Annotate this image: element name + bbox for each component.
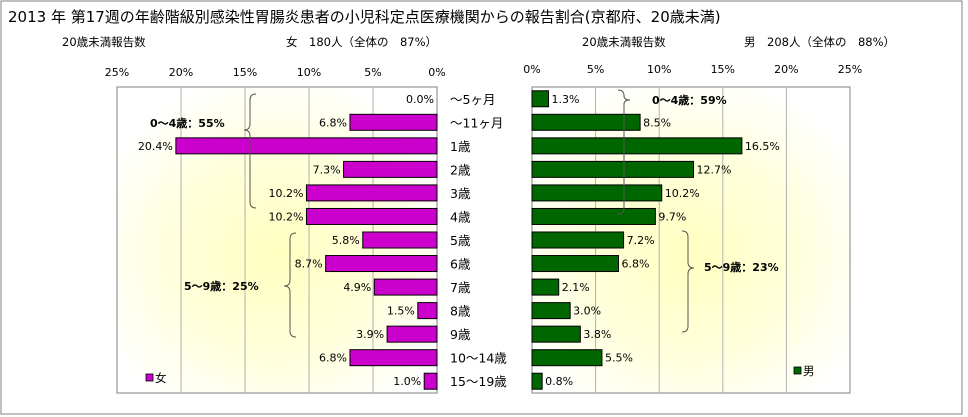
male-bar — [531, 90, 550, 108]
female-bar — [343, 160, 438, 178]
chart-title: 2013 年 第17週の年齢階級別感染性胃腸炎患者の小児科定点医療機関からの報告… — [8, 8, 721, 26]
female-bar — [305, 184, 438, 202]
male-data-label: 3.0% — [573, 305, 601, 318]
male-data-label: 10.2% — [665, 187, 700, 200]
male-tick-label: 15% — [711, 63, 735, 76]
age-group-label: ～11ヶ月 — [450, 115, 503, 130]
female-data-label: 1.5% — [387, 305, 415, 318]
female-tick-label: 0% — [428, 66, 445, 79]
female-header-label: 20歳未満報告数 — [62, 35, 146, 49]
male-bar — [531, 349, 603, 367]
age-group-label: 1歳 — [450, 139, 471, 154]
female-data-label: 6.8% — [319, 352, 347, 365]
male-bar — [531, 231, 625, 249]
female-data-label: 8.7% — [295, 258, 323, 271]
male-tick-label: 0% — [523, 63, 540, 76]
age-group-label: 2歳 — [450, 162, 471, 177]
male-bar — [531, 137, 743, 155]
age-group-label: ～5ヶ月 — [450, 92, 495, 107]
age-group-label: 10～14歳 — [450, 351, 507, 366]
female-data-label: 20.4% — [138, 140, 173, 153]
female-bracket-5-9 — [283, 232, 297, 338]
age-group-label: 9歳 — [450, 327, 471, 342]
male-bar — [531, 302, 571, 320]
male-bar — [531, 184, 663, 202]
female-tick-label: 20% — [169, 66, 193, 79]
female-bracket-0-4 — [243, 93, 257, 209]
male-data-label: 12.7% — [697, 163, 732, 176]
female-data-label: 5.8% — [332, 234, 360, 247]
male-tick-label: 5% — [587, 63, 604, 76]
male-legend-swatch — [793, 366, 802, 375]
female-data-label: 3.9% — [356, 328, 384, 341]
female-bar — [423, 372, 438, 390]
male-legend-label: 男 — [803, 364, 815, 378]
age-group-label: 3歳 — [450, 186, 471, 201]
male-data-label: 16.5% — [745, 140, 780, 153]
female-bar — [417, 302, 438, 320]
male-bracket-5-9-label: 5～9歳：23% — [704, 260, 779, 274]
male-data-label: 9.7% — [658, 210, 686, 223]
female-data-label: 0.0% — [406, 93, 434, 106]
female-legend-label: 女 — [155, 371, 167, 385]
female-bracket-0-4-label: 0～4歳：55% — [150, 116, 225, 130]
female-data-label: 10.2% — [268, 187, 303, 200]
female-tick-label: 10% — [297, 66, 321, 79]
male-data-label: 8.5% — [643, 116, 671, 129]
male-header-count: 男 208人（全体の 88%） — [744, 35, 895, 49]
female-tick-label: 5% — [364, 66, 381, 79]
male-bar — [531, 113, 641, 131]
female-bar — [349, 349, 438, 367]
age-group-label: 7歳 — [450, 280, 471, 295]
male-bar — [531, 255, 619, 273]
male-bar — [531, 207, 656, 225]
male-data-label: 2.1% — [562, 281, 590, 294]
female-bar — [325, 255, 438, 273]
male-data-label: 0.8% — [545, 375, 573, 388]
female-bar — [305, 207, 438, 225]
male-bar — [531, 325, 581, 343]
male-tick-label: 10% — [647, 63, 671, 76]
male-bar — [531, 278, 560, 296]
female-tick-label: 15% — [233, 66, 257, 79]
male-data-label: 6.8% — [621, 258, 649, 271]
female-legend-swatch — [145, 373, 154, 382]
female-bar — [386, 325, 438, 343]
male-bracket-0-4-label: 0～4歳：59% — [652, 93, 727, 107]
male-header-label: 20歳未満報告数 — [582, 35, 666, 49]
male-tick-label: 20% — [774, 63, 798, 76]
male-data-label: 3.8% — [583, 328, 611, 341]
male-data-label: 5.5% — [605, 352, 633, 365]
female-bar — [373, 278, 438, 296]
male-bracket-0-4 — [617, 89, 631, 215]
male-bar — [531, 372, 543, 390]
age-group-label: 8歳 — [450, 304, 471, 319]
female-data-label: 6.8% — [319, 116, 347, 129]
female-data-label: 4.9% — [343, 281, 371, 294]
female-bar — [175, 137, 438, 155]
female-tick-label: 25% — [105, 66, 129, 79]
age-group-label: 4歳 — [450, 209, 471, 224]
female-data-label: 10.2% — [268, 210, 303, 223]
female-data-label: 1.0% — [393, 375, 421, 388]
male-bar — [531, 160, 695, 178]
age-group-label: 5歳 — [450, 233, 471, 248]
age-group-label: 15～19歳 — [450, 374, 507, 389]
age-group-label: 6歳 — [450, 257, 471, 272]
female-data-label: 7.3% — [313, 163, 341, 176]
male-data-label: 1.3% — [552, 93, 580, 106]
female-bar — [349, 113, 438, 131]
male-tick-label: 25% — [838, 63, 862, 76]
male-data-label: 7.2% — [627, 234, 655, 247]
female-bar — [362, 231, 438, 249]
female-header-count: 女 180人（全体の 87%） — [286, 35, 437, 49]
male-bracket-5-9 — [681, 230, 695, 333]
female-bracket-5-9-label: 5～9歳：25% — [184, 279, 259, 293]
